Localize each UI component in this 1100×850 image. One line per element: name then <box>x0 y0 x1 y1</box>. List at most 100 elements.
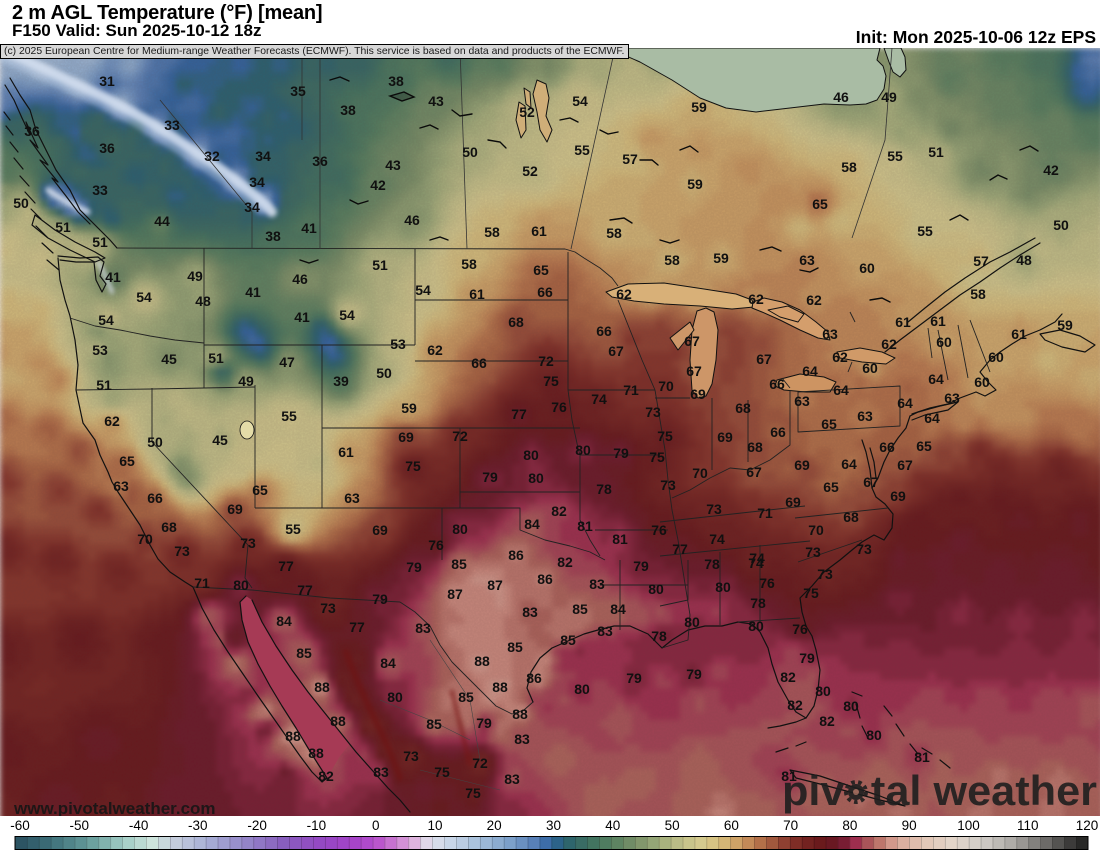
svg-text:62: 62 <box>806 292 822 308</box>
svg-text:38: 38 <box>265 228 281 244</box>
svg-text:58: 58 <box>970 286 986 302</box>
svg-text:70: 70 <box>137 531 153 547</box>
svg-text:79: 79 <box>613 445 629 461</box>
svg-text:85: 85 <box>451 556 467 572</box>
svg-text:39: 39 <box>333 373 349 389</box>
svg-text:49: 49 <box>187 268 203 284</box>
svg-text:84: 84 <box>276 613 292 629</box>
svg-text:80: 80 <box>748 618 764 634</box>
svg-text:59: 59 <box>713 250 729 266</box>
svg-text:73: 73 <box>174 543 190 559</box>
svg-text:75: 75 <box>543 373 559 389</box>
svg-text:85: 85 <box>458 689 474 705</box>
svg-text:58: 58 <box>664 252 680 268</box>
svg-text:60: 60 <box>724 818 739 833</box>
svg-text:43: 43 <box>385 157 401 173</box>
svg-text:40: 40 <box>605 818 620 833</box>
svg-text:-50: -50 <box>70 818 90 833</box>
svg-text:67: 67 <box>756 351 772 367</box>
svg-text:82: 82 <box>819 713 835 729</box>
svg-text:76: 76 <box>551 399 567 415</box>
svg-text:87: 87 <box>487 577 503 593</box>
svg-text:77: 77 <box>278 558 294 574</box>
svg-text:65: 65 <box>119 453 135 469</box>
svg-text:69: 69 <box>890 488 906 504</box>
svg-text:69: 69 <box>794 457 810 473</box>
svg-text:73: 73 <box>660 477 676 493</box>
svg-text:85: 85 <box>560 632 576 648</box>
svg-text:41: 41 <box>294 309 310 325</box>
svg-text:36: 36 <box>312 153 328 169</box>
svg-text:47: 47 <box>279 354 295 370</box>
svg-text:67: 67 <box>608 343 624 359</box>
svg-text:77: 77 <box>297 582 313 598</box>
svg-text:83: 83 <box>373 764 389 780</box>
svg-text:72: 72 <box>538 353 554 369</box>
svg-text:-60: -60 <box>10 818 30 833</box>
svg-text:80: 80 <box>815 683 831 699</box>
svg-text:63: 63 <box>794 393 810 409</box>
svg-text:60: 60 <box>988 349 1004 365</box>
svg-text:66: 66 <box>471 355 487 371</box>
svg-text:49: 49 <box>238 373 254 389</box>
svg-text:38: 38 <box>340 102 356 118</box>
svg-text:36: 36 <box>99 140 115 156</box>
svg-text:74: 74 <box>709 531 725 547</box>
svg-text:84: 84 <box>610 601 626 617</box>
svg-text:80: 80 <box>523 447 539 463</box>
svg-text:41: 41 <box>245 284 261 300</box>
svg-text:77: 77 <box>511 406 527 422</box>
svg-text:79: 79 <box>633 558 649 574</box>
svg-text:79: 79 <box>686 666 702 682</box>
svg-text:62: 62 <box>104 413 120 429</box>
svg-text:81: 81 <box>577 518 593 534</box>
svg-text:67: 67 <box>686 363 702 379</box>
svg-text:76: 76 <box>759 575 775 591</box>
svg-text:67: 67 <box>863 474 879 490</box>
svg-text:81: 81 <box>781 768 797 784</box>
svg-text:68: 68 <box>735 400 751 416</box>
svg-text:73: 73 <box>320 600 336 616</box>
svg-text:83: 83 <box>514 731 530 747</box>
svg-text:49: 49 <box>881 89 897 105</box>
svg-text:61: 61 <box>895 314 911 330</box>
svg-text:62: 62 <box>881 336 897 352</box>
svg-text:73: 73 <box>805 544 821 560</box>
svg-text:75: 75 <box>649 449 665 465</box>
svg-text:66: 66 <box>537 284 553 300</box>
svg-text:82: 82 <box>787 697 803 713</box>
svg-text:64: 64 <box>833 382 849 398</box>
svg-text:78: 78 <box>704 556 720 572</box>
svg-text:82: 82 <box>557 554 573 570</box>
svg-text:80: 80 <box>648 581 664 597</box>
svg-text:50: 50 <box>147 434 163 450</box>
svg-text:67: 67 <box>746 464 762 480</box>
svg-text:68: 68 <box>161 519 177 535</box>
svg-text:80: 80 <box>684 614 700 630</box>
svg-text:80: 80 <box>843 698 859 714</box>
svg-text:34: 34 <box>255 148 271 164</box>
svg-text:53: 53 <box>390 336 406 352</box>
svg-text:61: 61 <box>469 286 485 302</box>
svg-text:80: 80 <box>387 689 403 705</box>
svg-text:61: 61 <box>1011 326 1027 342</box>
svg-text:30: 30 <box>546 818 561 833</box>
svg-text:80: 80 <box>715 579 731 595</box>
svg-text:85: 85 <box>507 639 523 655</box>
svg-text:61: 61 <box>338 444 354 460</box>
svg-text:85: 85 <box>572 601 588 617</box>
svg-text:75: 75 <box>465 785 481 801</box>
svg-text:78: 78 <box>750 595 766 611</box>
svg-text:60: 60 <box>974 374 990 390</box>
svg-text:72: 72 <box>452 428 468 444</box>
svg-text:43: 43 <box>428 93 444 109</box>
svg-text:52: 52 <box>522 163 538 179</box>
svg-text:58: 58 <box>461 256 477 272</box>
svg-text:59: 59 <box>687 176 703 192</box>
svg-text:65: 65 <box>533 262 549 278</box>
svg-text:78: 78 <box>596 481 612 497</box>
svg-text:110: 110 <box>1017 818 1039 833</box>
svg-text:73: 73 <box>240 535 256 551</box>
svg-text:80: 80 <box>233 577 249 593</box>
svg-text:62: 62 <box>832 349 848 365</box>
